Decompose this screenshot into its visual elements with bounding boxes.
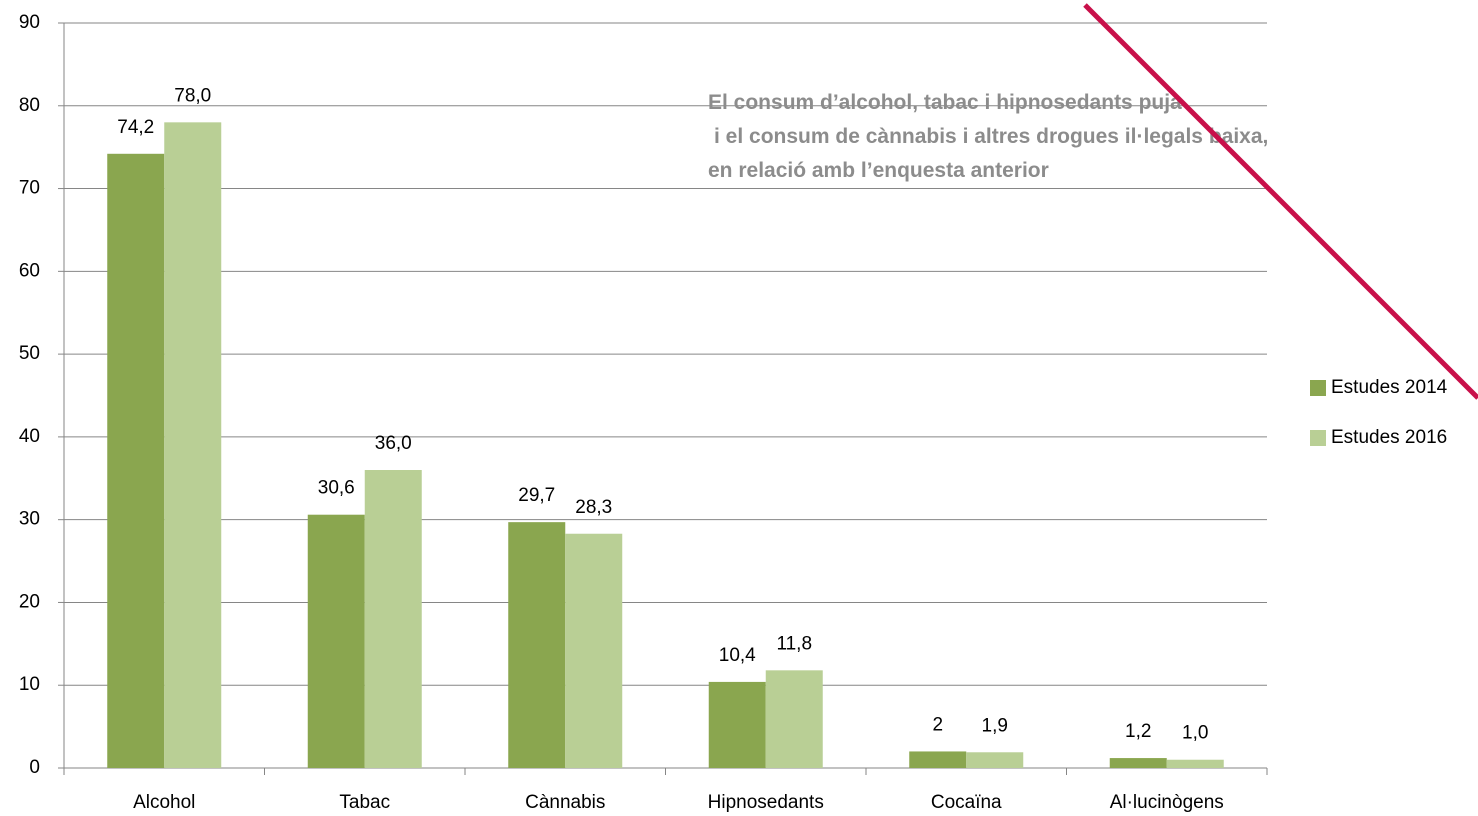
x-tick-label: Hipnosedants [708, 792, 824, 813]
data-label: 78,0 [174, 85, 211, 106]
bar [909, 751, 967, 768]
data-label: 74,2 [117, 117, 154, 138]
bar [364, 470, 422, 768]
y-tick-label: 60 [19, 260, 40, 281]
bar [307, 514, 365, 768]
legend-swatch [1310, 380, 1326, 396]
y-tick-label: 40 [19, 426, 40, 447]
y-tick-label: 10 [19, 674, 40, 695]
y-tick-label: 30 [19, 509, 40, 530]
bar [508, 522, 566, 768]
bar [708, 681, 766, 768]
data-label: 2 [932, 714, 943, 735]
data-label: 36,0 [375, 433, 412, 454]
x-tick-label: Cànnabis [525, 792, 605, 813]
data-label: 11,8 [776, 633, 812, 654]
annotation: en relació amb l’enquesta anterior [708, 159, 1049, 182]
y-tick-label: 0 [29, 757, 40, 778]
legend-label: Estudes 2016 [1331, 427, 1447, 448]
x-tick-label: Alcohol [133, 792, 195, 813]
y-tick-label: 90 [19, 12, 40, 33]
y-tick-label: 20 [19, 591, 40, 612]
bar [164, 122, 222, 769]
bar [765, 670, 823, 768]
bar [966, 752, 1024, 768]
x-tick-label: Tabac [339, 792, 390, 813]
bar [1166, 759, 1224, 768]
legend-swatch [1310, 430, 1326, 446]
y-tick-label: 80 [19, 95, 40, 116]
data-label: 10,4 [719, 645, 756, 666]
y-tick-label: 70 [19, 178, 40, 199]
data-label: 30,6 [318, 478, 355, 499]
x-tick-label: Al·lucinògens [1110, 792, 1224, 813]
x-tick-label: Cocaïna [931, 792, 1002, 813]
data-label: 1,9 [982, 715, 1008, 736]
bar [1109, 758, 1167, 768]
data-label: 1,0 [1182, 723, 1208, 744]
data-label: 1,2 [1125, 721, 1151, 742]
data-label: 29,7 [518, 485, 555, 506]
legend-label: Estudes 2014 [1331, 377, 1448, 398]
decoration-line [1083, 3, 1478, 400]
annotation: i el consum de cànnabis i altres drogues… [714, 125, 1268, 148]
bar [107, 153, 165, 769]
annotation: El consum d’alcohol, tabac i hipnosedant… [708, 91, 1182, 114]
bar [565, 533, 623, 768]
y-tick-label: 50 [19, 343, 40, 364]
data-label: 28,3 [575, 497, 612, 518]
